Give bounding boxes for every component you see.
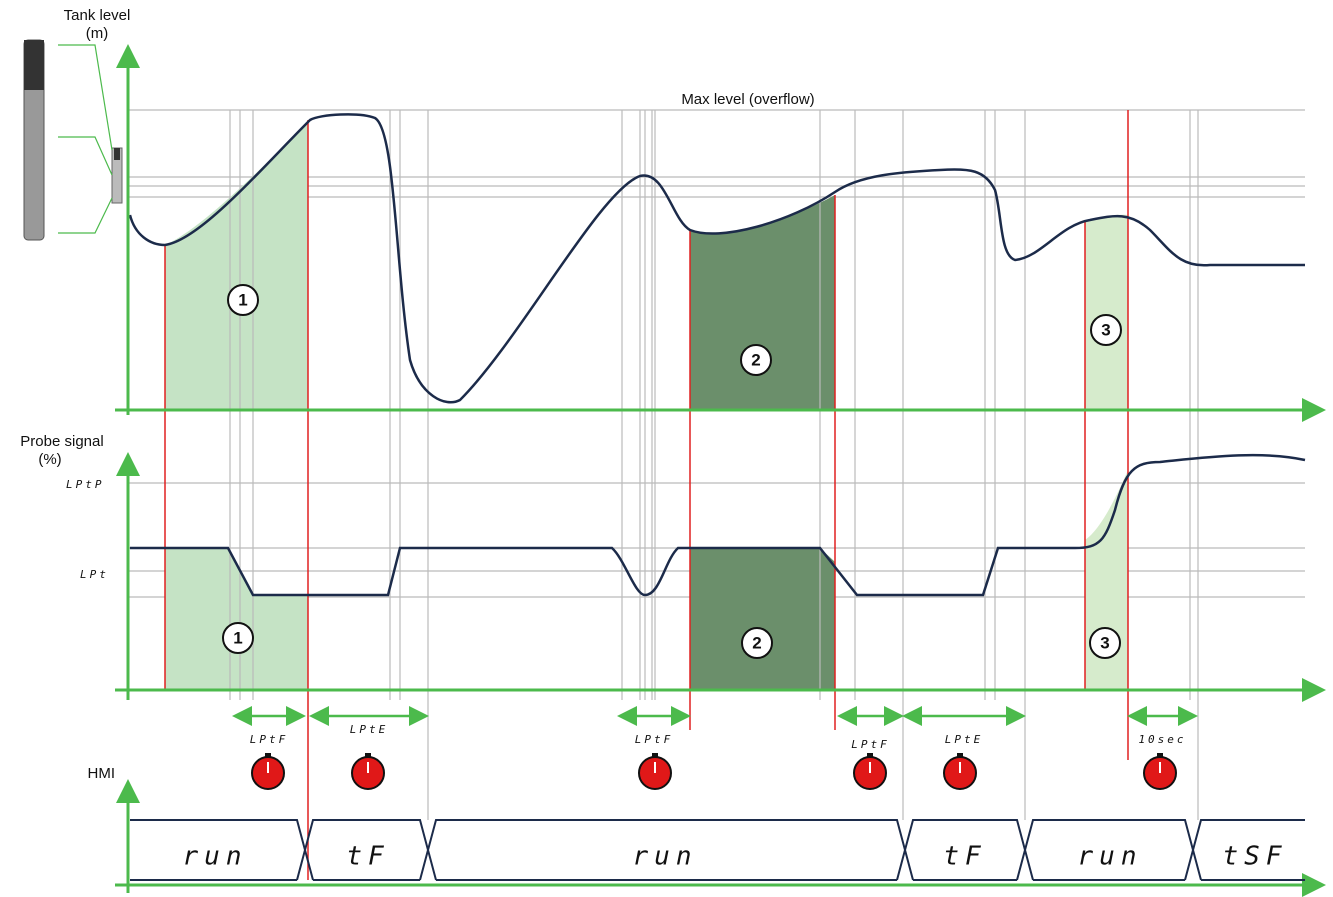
zone-number: 3 (1100, 633, 1109, 652)
zone-circle (741, 627, 773, 659)
probe-level-label: LPt (80, 568, 109, 581)
zone-number: 1 (233, 628, 242, 647)
time-lines (229, 110, 1199, 820)
stopwatch-top (365, 753, 371, 758)
max-level-label: Max level (overflow) (681, 91, 814, 108)
timers: LPtF LPtE LPtF LPtF LPtE 10sec (232, 706, 1198, 790)
probe-signal-curve (130, 453, 1306, 597)
timer-label: LPtE (350, 723, 389, 736)
zone-number: 2 (752, 633, 761, 652)
timer-label: LPtF (250, 733, 289, 746)
stopwatch-top (957, 753, 963, 758)
hmi-states: run tF run tF run tSF (183, 842, 1288, 872)
tank-level-curve (128, 113, 1305, 404)
probe-level-label: LPtP (66, 478, 105, 491)
hmi-state: tF (943, 842, 986, 872)
hmi-state: run (633, 842, 698, 872)
stopwatch-top (652, 753, 658, 758)
hmi-state: tF (346, 842, 389, 872)
zone-circle (227, 284, 259, 316)
zone-circle (1090, 314, 1122, 346)
axes (115, 44, 1326, 897)
stopwatch-top (265, 753, 271, 758)
zone-number: 2 (751, 350, 760, 369)
hmi-state: run (1078, 842, 1143, 872)
stopwatch-top (867, 753, 873, 758)
probe-image (23, 39, 123, 241)
axis-label: Tank level (64, 7, 131, 24)
stopwatch-top (1157, 753, 1163, 758)
timer-label: LPtF (851, 738, 890, 751)
red-lines (164, 110, 1129, 880)
timer-label: 10sec (1138, 733, 1186, 746)
axis-label: (%) (38, 451, 61, 468)
zone-markers: 1 2 3 1 2 3 (222, 284, 1122, 659)
axis-label: (m) (86, 25, 109, 42)
zone-number: 1 (238, 290, 247, 309)
axis-label: HMI (88, 765, 116, 782)
zone-circle (740, 344, 772, 376)
hmi-band (130, 819, 1305, 881)
hmi-state: tSF (1223, 842, 1288, 872)
zone-circle (222, 622, 254, 654)
zone-number: 3 (1101, 320, 1110, 339)
axis-label: Probe signal (20, 433, 103, 450)
timer-label: LPtF (635, 733, 674, 746)
zone-fills (165, 122, 1128, 690)
timer-label: LPtE (945, 733, 984, 746)
zone-circle (1089, 627, 1121, 659)
hmi-state: run (183, 842, 248, 872)
